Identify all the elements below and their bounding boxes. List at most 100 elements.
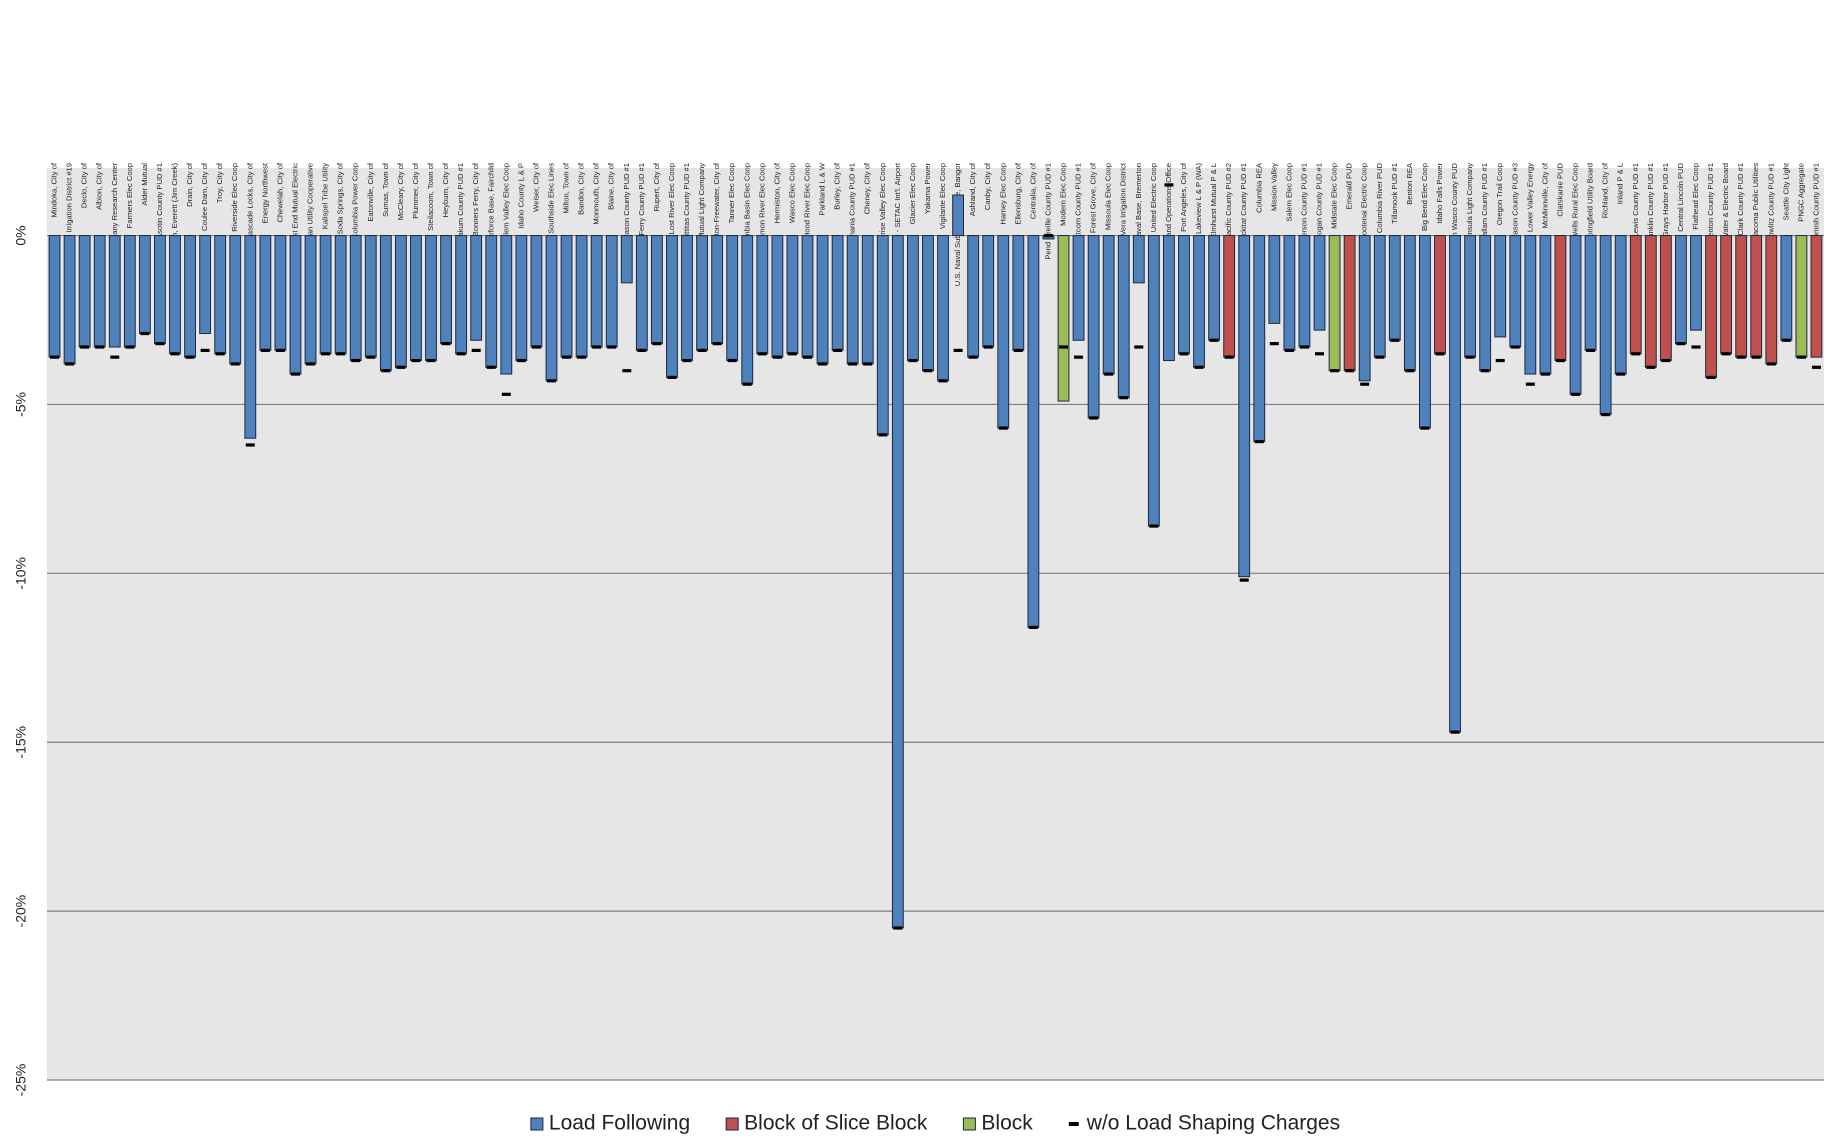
- bar: [1403, 235, 1416, 372]
- x-tick-label: Milton-Freewater, City of: [712, 162, 721, 245]
- marker-dash: [1510, 345, 1520, 349]
- marker-dash: [1616, 372, 1626, 376]
- marker-dash: [682, 358, 692, 363]
- x-tick-label: Ashland, City of: [968, 162, 977, 216]
- bar: [1388, 235, 1401, 341]
- bar: [967, 235, 980, 358]
- bar: [123, 235, 136, 348]
- marker-dash: [712, 342, 722, 346]
- bar: [319, 235, 332, 355]
- x-tick-label: Port of Seattle - SETAC Int'l. Airport: [893, 162, 902, 282]
- marker-dash: [1555, 358, 1565, 363]
- marker-dash: [411, 358, 421, 363]
- x-tick-label: Centralia, City of: [1028, 162, 1037, 219]
- bar: [1313, 235, 1326, 331]
- x-tick-label: PNGC Aggregate: [1796, 163, 1805, 222]
- x-tick-label: Mason County PUD #1: [622, 163, 631, 241]
- bar: [1539, 235, 1552, 375]
- bar: [666, 235, 678, 378]
- bar: [259, 235, 272, 351]
- x-tick-label: Vigilante Elec Coop: [938, 163, 947, 229]
- x-tick-label: Tanner Elec Coop: [727, 163, 736, 223]
- x-tick-label: U.S. DOE Albany Research Center: [110, 163, 119, 281]
- x-tick-label: United Electric Coop: [1149, 163, 1158, 232]
- x-tick-label: Kootenai Electric Coop: [1360, 163, 1369, 240]
- y-tick-label: -25%: [13, 1064, 29, 1097]
- marker-dash: [742, 382, 752, 386]
- x-tick-label: Port Angeles, City of: [1179, 162, 1188, 232]
- bar: [711, 235, 724, 345]
- marker-dash: [802, 355, 812, 359]
- legend-label: Block of Slice Block: [744, 1112, 928, 1135]
- bar: [1208, 235, 1221, 341]
- x-tick-label: Chewelah, City of: [275, 162, 284, 222]
- bar: [575, 235, 588, 358]
- bar: [48, 235, 61, 358]
- bar: [726, 235, 739, 362]
- x-tick-label: McCleary, City of: [396, 162, 405, 220]
- marker-dash: [1525, 382, 1535, 386]
- marker-dash: [1631, 352, 1641, 356]
- marker-dash: [772, 355, 782, 359]
- marker-dash: [1781, 338, 1791, 342]
- x-tick-label: Clark County PUD #1: [1736, 163, 1745, 236]
- bar: [1690, 235, 1702, 331]
- bar: [620, 235, 633, 284]
- marker-dash: [1179, 352, 1189, 356]
- marker-dash: [381, 369, 391, 373]
- x-tick-label: Ohop Mutual Light Company: [697, 163, 706, 260]
- marker-dash: [441, 342, 451, 346]
- x-tick-label: Tacoma Public Utilities: [1751, 163, 1760, 239]
- x-tick-label: McMinnville, City of: [1540, 162, 1549, 228]
- x-tick-label: Kittitas County PUD #1: [682, 163, 691, 241]
- legend-swatch: [1068, 1122, 1079, 1126]
- marker-dash: [908, 358, 918, 363]
- y-tick-label: -10%: [13, 557, 29, 590]
- marker-dash: [65, 362, 75, 366]
- x-tick-label: Franklin County PUD #1: [1646, 163, 1655, 245]
- bar: [304, 235, 317, 365]
- marker-dash: [125, 345, 135, 349]
- marker-dash: [727, 358, 737, 363]
- x-tick-label: Hood River Elec Coop: [802, 163, 811, 238]
- x-tick-label: Southside Elec Lines: [546, 163, 555, 234]
- marker-dash: [1104, 372, 1114, 376]
- marker-dash: [351, 358, 361, 363]
- x-tick-label: Eatonville, City of: [366, 162, 375, 222]
- marker-dash: [1059, 345, 1069, 349]
- marker-dash: [953, 348, 963, 352]
- marker-dash: [1571, 392, 1581, 396]
- bar: [500, 235, 513, 375]
- bar: [846, 235, 859, 365]
- bar: [1012, 235, 1025, 351]
- bar: [861, 235, 874, 365]
- bar: [1675, 235, 1687, 345]
- bar: [1162, 235, 1175, 362]
- bar: [876, 235, 889, 436]
- y-tick-label: -15%: [13, 726, 29, 759]
- bar: [1147, 235, 1160, 527]
- marker-dash: [1360, 382, 1370, 386]
- bar: [1509, 235, 1522, 348]
- bar: [997, 235, 1010, 429]
- marker-dash: [1751, 355, 1761, 359]
- marker-dash: [290, 372, 300, 376]
- bar: [410, 235, 422, 362]
- bar: [199, 235, 212, 335]
- x-tick-label: Rupert, City of: [652, 162, 661, 211]
- bar: [560, 235, 573, 358]
- x-tick-label: Flathead Elec Coop: [1691, 163, 1700, 230]
- bar: [364, 235, 377, 358]
- marker-dash: [1149, 524, 1159, 528]
- x-tick-label: Skamania County PUD #1: [848, 163, 857, 252]
- y-tick-label: -5%: [13, 392, 29, 417]
- marker-dash: [878, 433, 888, 437]
- bar: [1087, 235, 1100, 419]
- marker-dash: [366, 355, 376, 359]
- marker-dash: [321, 352, 331, 356]
- x-tick-label: Steilacoom, Town of: [426, 162, 435, 231]
- x-tick-label: Pend Oreille County PUD #1: [1043, 163, 1052, 260]
- x-tick-label: U.S. Naval Base, Bremerton: [1134, 163, 1143, 258]
- x-tick-label: Wasco Elec Coop: [787, 163, 796, 223]
